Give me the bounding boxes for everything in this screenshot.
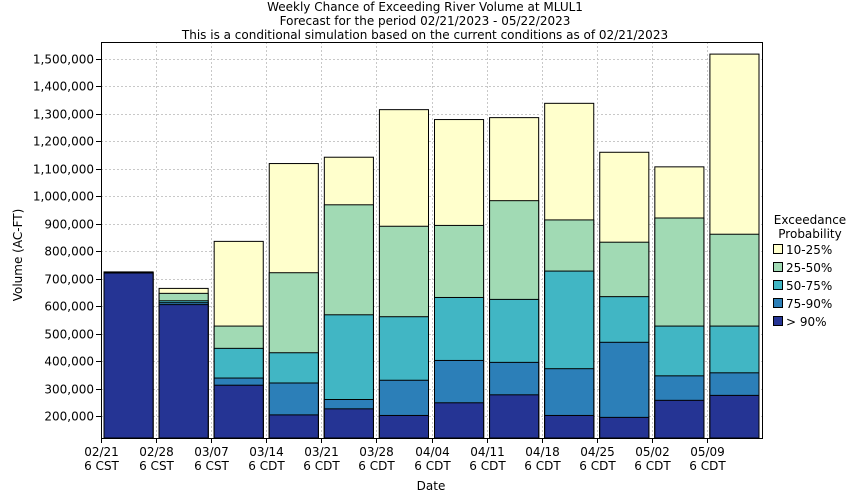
x-tick-time: 6 CDT bbox=[634, 459, 671, 473]
y-tick-label: 1,200,000 bbox=[33, 135, 94, 149]
legend-label: 10-25% bbox=[786, 243, 832, 257]
legend-label: 25-50% bbox=[786, 261, 832, 275]
x-tick-time: 6 CDT bbox=[579, 459, 616, 473]
legend-swatch bbox=[773, 244, 783, 254]
x-tick-date: 03/14 bbox=[249, 445, 284, 459]
bar-segment-90-week-4 bbox=[268, 414, 319, 439]
x-tick-date: 03/28 bbox=[359, 445, 394, 459]
x-axis-title: Date bbox=[417, 479, 446, 493]
legend-title-line-2: Probability bbox=[778, 227, 841, 241]
x-tick-date: 04/04 bbox=[415, 445, 450, 459]
x-tick-date: 03/07 bbox=[194, 445, 229, 459]
y-tick-label: 1,400,000 bbox=[33, 80, 94, 94]
legend-title-line-1: Exceedance bbox=[774, 213, 846, 227]
legend-label: > 90% bbox=[786, 315, 827, 329]
bar-segment-90-week-8 bbox=[489, 394, 540, 439]
x-tick-time: 6 CST bbox=[194, 459, 229, 473]
bar-segment-90-week-2 bbox=[158, 304, 209, 439]
x-tick-date: 04/11 bbox=[470, 445, 505, 459]
x-tick-time: 6 CDT bbox=[303, 459, 340, 473]
chart-subtitle-conditions: This is a conditional simulation based o… bbox=[181, 28, 669, 42]
legend-swatch bbox=[773, 316, 783, 326]
bar-segment-90-week-10 bbox=[599, 416, 650, 439]
x-tick-time: 6 CST bbox=[139, 459, 174, 473]
y-tick-label: 600,000 bbox=[44, 300, 94, 314]
x-tick-date: 03/21 bbox=[304, 445, 339, 459]
x-tick-date: 02/21 bbox=[84, 445, 119, 459]
y-tick-label: 1,300,000 bbox=[33, 108, 94, 122]
x-tick-time: 6 CDT bbox=[248, 459, 285, 473]
x-tick-date: 05/09 bbox=[690, 445, 725, 459]
y-tick-label: 1,000,000 bbox=[33, 190, 94, 204]
legend-swatch bbox=[773, 298, 783, 308]
y-tick-label: 300,000 bbox=[44, 383, 94, 397]
y-tick-label: 1,100,000 bbox=[33, 163, 94, 177]
bar-segment-90-week-6 bbox=[378, 414, 429, 439]
x-tick-date: 02/28 bbox=[139, 445, 174, 459]
bar-segment-90-week-5 bbox=[323, 408, 374, 439]
chart-subtitle-period: Forecast for the period 02/21/2023 - 05/… bbox=[279, 14, 571, 28]
y-axis-title: Volume (AC-FT) bbox=[11, 209, 25, 302]
x-tick-time: 6 CDT bbox=[689, 459, 726, 473]
x-tick-time: 6 CDT bbox=[469, 459, 506, 473]
chart-title: Weekly Chance of Exceeding River Volume … bbox=[267, 0, 583, 14]
legend-label: 75-90% bbox=[786, 297, 832, 311]
bar-segment-90-week-3 bbox=[213, 384, 264, 439]
y-tick-label: 1,500,000 bbox=[33, 53, 94, 67]
y-tick-label: 400,000 bbox=[44, 355, 94, 369]
y-axis: 200,000 300,000 400,000 500,000 600,000 700,0… bbox=[33, 53, 101, 424]
bar-segment-90-week-1 bbox=[103, 272, 154, 439]
bars bbox=[103, 53, 760, 439]
bar-segment-90-week-7 bbox=[434, 402, 485, 439]
legend-swatch bbox=[773, 262, 783, 272]
bar-segment-90-week-9 bbox=[544, 414, 595, 439]
x-tick-time: 6 CDT bbox=[524, 459, 561, 473]
legend-label: 50-75% bbox=[786, 279, 832, 293]
y-tick-label: 900,000 bbox=[44, 218, 94, 232]
x-tick-date: 04/25 bbox=[580, 445, 615, 459]
y-tick-label: 800,000 bbox=[44, 245, 94, 259]
y-tick-label: 700,000 bbox=[44, 273, 94, 287]
x-tick-date: 05/02 bbox=[635, 445, 670, 459]
gridlines bbox=[101, 42, 762, 438]
x-tick-date: 04/18 bbox=[525, 445, 560, 459]
x-tick-time: 6 CST bbox=[84, 459, 119, 473]
y-tick-label: 500,000 bbox=[44, 328, 94, 342]
bar-segment-90-week-12 bbox=[709, 394, 760, 439]
bar-segment-90-week-11 bbox=[654, 399, 705, 439]
y-tick-label: 200,000 bbox=[44, 410, 94, 424]
x-tick-time: 6 CDT bbox=[414, 459, 451, 473]
legend-swatch bbox=[773, 280, 783, 290]
x-tick-time: 6 CDT bbox=[358, 459, 395, 473]
